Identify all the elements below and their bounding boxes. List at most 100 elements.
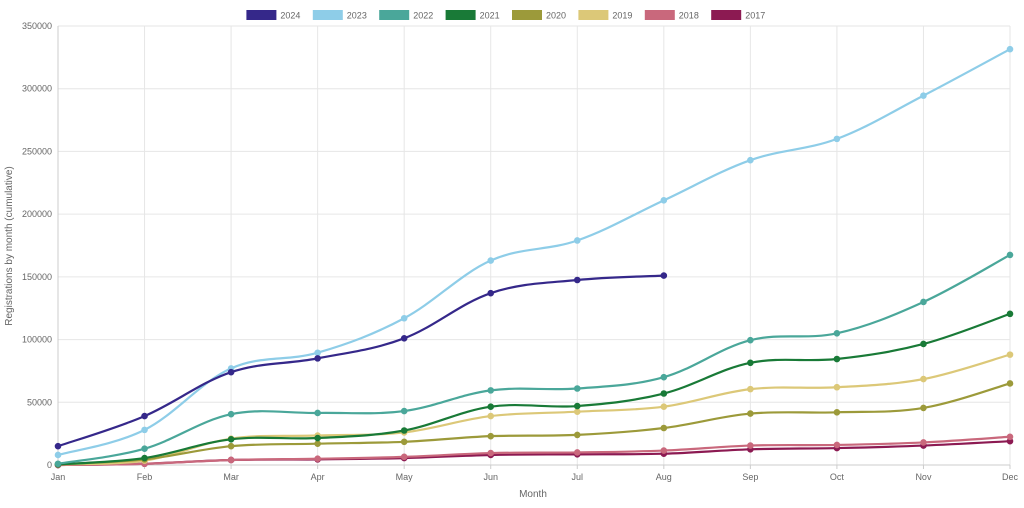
data-point-2023[interactable]	[747, 156, 754, 164]
legend-item-2024[interactable]: 2024	[246, 10, 300, 21]
x-tick-label: Sep	[742, 472, 758, 482]
data-point-2021[interactable]	[487, 403, 495, 410]
data-point-2019[interactable]	[573, 408, 581, 415]
y-tick-label: 250000	[22, 146, 52, 156]
data-point-2020[interactable]	[573, 431, 581, 439]
data-point-2020[interactable]	[660, 424, 668, 432]
data-point-2023[interactable]	[314, 349, 321, 357]
series-2020	[54, 380, 1014, 468]
data-point-2022[interactable]	[833, 330, 841, 337]
legend-item-2018[interactable]: 2018	[644, 10, 699, 21]
data-point-2023[interactable]	[660, 197, 668, 204]
data-point-2018[interactable]	[227, 456, 235, 464]
data-point-2018[interactable]	[833, 441, 841, 449]
data-point-2022[interactable]	[660, 373, 668, 381]
data-point-2022[interactable]	[141, 445, 148, 452]
data-point-2023[interactable]	[573, 237, 581, 244]
legend[interactable]: 2024 2023 2022 2021 2020 2019 2018 2017	[246, 10, 765, 21]
data-point-2023[interactable]	[920, 92, 927, 99]
data-point-2020[interactable]	[1006, 380, 1014, 387]
data-point-2021[interactable]	[573, 402, 581, 410]
data-point-2018[interactable]	[920, 439, 927, 446]
data-point-2018[interactable]	[487, 449, 495, 457]
data-point-2023[interactable]	[54, 451, 62, 459]
data-point-2018[interactable]	[660, 447, 668, 454]
data-point-2019[interactable]	[487, 412, 495, 420]
data-point-2022[interactable]	[400, 407, 408, 415]
data-point-2021[interactable]	[227, 435, 235, 443]
y-tick-label: 0	[47, 460, 52, 470]
series-line-2021	[56, 312, 1012, 466]
data-point-2021[interactable]	[141, 454, 148, 462]
data-point-2021[interactable]	[400, 427, 408, 434]
data-point-2024[interactable]	[573, 276, 581, 284]
x-tick-label: Feb	[137, 472, 153, 482]
data-point-2023[interactable]	[833, 135, 841, 143]
x-axis-title: Month	[519, 489, 547, 500]
y-tick-label: 150000	[22, 272, 52, 282]
data-point-2022[interactable]	[227, 410, 235, 418]
data-point-2024[interactable]	[227, 368, 235, 376]
data-point-2021[interactable]	[747, 359, 754, 367]
data-point-2022[interactable]	[747, 336, 754, 344]
data-point-2022[interactable]	[54, 460, 62, 468]
x-tick-label: Jun	[483, 472, 498, 482]
data-point-2021[interactable]	[314, 434, 321, 442]
legend-item-2022[interactable]: 2022	[379, 10, 433, 21]
data-point-2019[interactable]	[660, 403, 668, 410]
data-point-2023[interactable]	[141, 426, 148, 434]
legend-swatch	[379, 10, 410, 20]
data-point-2022[interactable]	[573, 385, 581, 392]
grid-layer	[57, 25, 1011, 466]
data-point-2022[interactable]	[920, 298, 927, 306]
data-point-2022[interactable]	[314, 409, 321, 417]
data-point-2020[interactable]	[314, 440, 321, 447]
data-point-2021[interactable]	[660, 390, 668, 397]
data-point-2020[interactable]	[487, 432, 495, 440]
data-point-2020[interactable]	[920, 404, 927, 412]
data-point-2018[interactable]	[400, 453, 408, 461]
data-point-2020[interactable]	[747, 410, 754, 417]
series-line-2020	[56, 382, 1012, 466]
legend-item-2020[interactable]: 2020	[512, 10, 566, 21]
legend-swatch	[578, 10, 609, 20]
series-2021	[54, 310, 1014, 468]
data-point-2020[interactable]	[833, 409, 841, 416]
x-tick-label: Jul	[572, 472, 584, 482]
data-point-2018[interactable]	[1006, 433, 1014, 441]
legend-item-2017[interactable]: 2017	[711, 10, 765, 21]
data-point-2023[interactable]	[1006, 45, 1014, 53]
data-point-2021[interactable]	[833, 355, 841, 363]
data-point-2021[interactable]	[1006, 310, 1014, 318]
data-point-2024[interactable]	[54, 442, 62, 450]
series-line-2018	[56, 435, 1012, 467]
data-point-2023[interactable]	[487, 257, 495, 264]
data-point-2018[interactable]	[314, 455, 321, 463]
data-point-2018[interactable]	[747, 442, 754, 449]
legend-swatch	[246, 10, 277, 20]
data-point-2019[interactable]	[1006, 351, 1014, 358]
x-tick-label: Apr	[311, 472, 325, 482]
y-tick-label: 350000	[22, 21, 52, 31]
data-point-2019[interactable]	[833, 383, 841, 391]
data-point-2019[interactable]	[920, 375, 927, 383]
data-point-2024[interactable]	[141, 412, 148, 420]
data-point-2024[interactable]	[400, 335, 408, 342]
data-point-2020[interactable]	[400, 438, 408, 446]
data-point-2024[interactable]	[660, 272, 668, 279]
legend-item-2021[interactable]: 2021	[445, 10, 500, 21]
legend-label: 2021	[480, 11, 500, 21]
data-point-2018[interactable]	[573, 449, 581, 456]
data-point-2024[interactable]	[314, 355, 321, 362]
legend-item-2023[interactable]: 2023	[312, 10, 367, 21]
data-point-2024[interactable]	[487, 289, 495, 297]
data-point-2023[interactable]	[400, 314, 408, 322]
data-point-2022[interactable]	[1006, 251, 1014, 259]
legend-item-2019[interactable]: 2019	[578, 10, 632, 21]
data-point-2021[interactable]	[920, 340, 927, 348]
data-point-2022[interactable]	[487, 387, 495, 394]
y-tick-label: 100000	[22, 335, 52, 345]
data-point-2020[interactable]	[227, 442, 235, 450]
series-line-2022	[56, 253, 1012, 465]
data-point-2019[interactable]	[747, 385, 754, 393]
